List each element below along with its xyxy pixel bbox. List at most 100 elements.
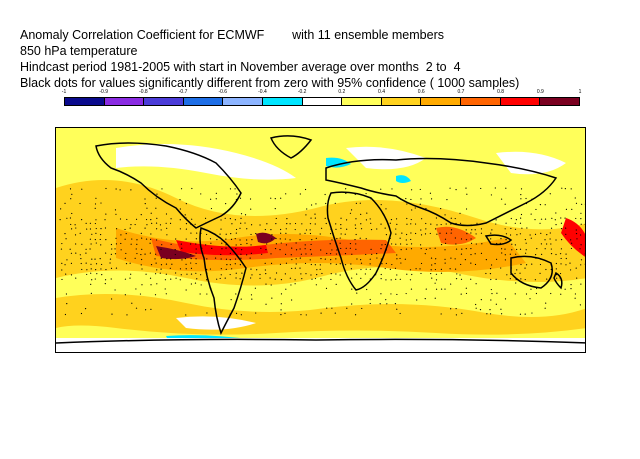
significance-dot [550, 268, 552, 271]
significance-dot [380, 258, 382, 260]
significance-dot [554, 219, 556, 221]
significance-dot [175, 238, 177, 240]
significance-dot [134, 223, 136, 226]
significance-dot [70, 274, 73, 276]
significance-dot [475, 243, 477, 245]
colorbar-tick-label: 1 [578, 89, 582, 95]
significance-dot [204, 217, 207, 219]
significance-dot [231, 223, 233, 225]
significance-dot [555, 268, 557, 270]
significance-dot [584, 203, 585, 205]
significance-dot [575, 267, 577, 269]
significance-dot [384, 227, 386, 229]
colorbar-tick-labels: -1 -0.9 -0.8 -0.7 -0.6 -0.4 -0.2 0.2 0.4 0.6 0.7 0.… [62, 89, 584, 97]
significance-dot [360, 223, 362, 225]
significance-dot [69, 217, 72, 219]
significance-dot [285, 262, 288, 264]
significance-dot [279, 263, 282, 265]
significance-dot [244, 214, 247, 216]
significance-dot [309, 249, 312, 251]
significance-dot [515, 278, 517, 281]
significance-dot [455, 307, 457, 310]
significance-dot [234, 258, 237, 260]
significance-dot [206, 233, 208, 236]
significance-dot [490, 299, 492, 301]
significance-dot [356, 273, 358, 275]
significance-dot [180, 188, 183, 190]
significance-dot [326, 252, 328, 255]
significance-dot [81, 268, 83, 271]
significance-dot [79, 232, 81, 234]
significance-dot [550, 264, 552, 266]
significance-dot [345, 219, 348, 221]
significance-dot [235, 198, 237, 201]
significance-dot [64, 233, 66, 235]
significance-dot [126, 314, 128, 316]
significance-dot [571, 242, 573, 244]
significance-dot [270, 229, 272, 231]
significance-dot [345, 188, 347, 190]
significance-dot [220, 253, 222, 256]
significance-dot [179, 279, 181, 281]
significance-dot [525, 249, 527, 251]
significance-dot [246, 228, 248, 230]
significance-dot [540, 258, 542, 260]
colorbar-swatch [540, 98, 579, 105]
significance-dot [94, 258, 96, 260]
significance-dot [271, 234, 273, 236]
significance-dot [346, 307, 348, 309]
significance-dot [440, 288, 443, 290]
significance-dot [526, 227, 528, 229]
significance-dot [396, 308, 398, 310]
significance-dot [266, 243, 268, 245]
significance-dot [414, 207, 416, 209]
significance-dot [75, 243, 77, 245]
significance-dot [185, 238, 187, 240]
significance-dot [514, 272, 516, 275]
significance-dot [525, 293, 528, 295]
significance-dot [115, 188, 117, 190]
significance-dot [185, 263, 187, 265]
significance-dot [290, 254, 292, 256]
significance-dot [485, 272, 487, 275]
significance-dot [84, 308, 87, 310]
significance-dot [315, 284, 317, 286]
significance-dot [241, 249, 243, 251]
significance-dot [285, 232, 287, 234]
significance-dot [550, 253, 553, 255]
significance-dot [515, 282, 517, 284]
significance-dot [385, 234, 388, 236]
significance-dot [299, 193, 301, 195]
significance-dot [475, 233, 477, 235]
significance-dot [460, 238, 463, 240]
significance-dot [466, 233, 468, 235]
significance-dot [229, 313, 231, 315]
significance-dot [294, 283, 296, 285]
significance-dot [535, 287, 538, 290]
significance-dot [549, 238, 551, 240]
significance-dot [294, 228, 296, 231]
significance-dot [411, 209, 413, 211]
significance-dot [235, 244, 237, 246]
anomaly-map [56, 128, 585, 352]
significance-dot [234, 238, 236, 240]
significance-dot [369, 278, 371, 280]
significance-dot [309, 229, 311, 231]
significance-dot [396, 274, 398, 276]
significance-dot [74, 224, 76, 226]
significance-dot [330, 278, 332, 281]
significance-dot [489, 273, 492, 275]
significance-dot [300, 314, 302, 316]
significance-dot [284, 312, 286, 314]
significance-dot [400, 249, 402, 251]
significance-dot [130, 189, 132, 191]
significance-dot [516, 269, 518, 271]
significance-dot [460, 263, 462, 266]
significance-dot [300, 273, 302, 275]
significance-dot [519, 272, 521, 274]
significance-dot [545, 302, 547, 304]
significance-dot [550, 227, 553, 229]
significance-dot [160, 257, 162, 259]
significance-dot [524, 313, 526, 315]
significance-dot [196, 278, 198, 280]
